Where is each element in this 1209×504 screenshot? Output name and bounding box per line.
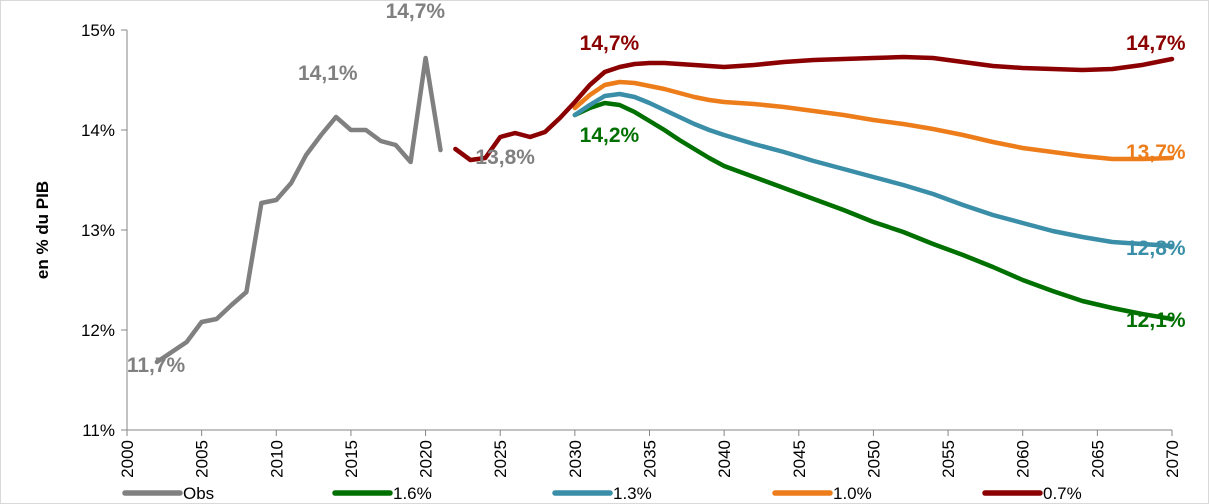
x-tick-label: 2045	[790, 440, 809, 478]
x-tick-label: 2005	[193, 440, 212, 478]
x-tick-label: 2060	[1014, 440, 1033, 478]
series-line	[572, 100, 1175, 322]
series-line	[453, 54, 1175, 163]
data-label: 12,1%	[1126, 309, 1186, 332]
x-tick-label: 2035	[641, 440, 660, 478]
legend: Obs 1.6% 1.3% 1.0% 0.7%	[122, 484, 1082, 503]
y-tick-label: 12%	[81, 321, 115, 340]
legend-label: Obs	[183, 484, 214, 503]
data-label: 13,7%	[1126, 141, 1186, 164]
x-tick-label: 2000	[118, 440, 137, 478]
series-line	[572, 79, 1175, 162]
y-tick-label: 14%	[81, 121, 115, 140]
x-tick-label: 2010	[267, 440, 286, 478]
data-label: 12,8%	[1126, 237, 1186, 260]
y-tick-label: 13%	[81, 221, 115, 240]
y-axis-title: en % du PIB	[33, 181, 52, 279]
legend-label: 1.6%	[393, 484, 432, 503]
data-label: 14,7%	[386, 0, 446, 23]
x-tick-label: 2040	[715, 440, 734, 478]
x-tick-label: 2055	[939, 440, 958, 478]
legend-label: 0.7%	[1043, 484, 1082, 503]
data-labels: 11,7% 14,1% 14,7% 13,8% 14,7% 14,2% 14,7% 13,7%…	[127, 0, 1186, 377]
y-tick-label: 15%	[81, 21, 115, 40]
data-label: 14,2%	[580, 124, 640, 147]
axes: 11% 12% 13% 14% 15% 2000 2005 2010 2015 2020 2025 2…	[33, 21, 1182, 478]
y-tick-label: 11%	[82, 421, 115, 440]
x-tick-label: 2050	[864, 440, 883, 478]
x-tick-label: 2070	[1163, 440, 1182, 478]
data-label: 14,1%	[298, 62, 358, 85]
data-label: 14,7%	[580, 32, 640, 55]
data-label: 14,7%	[1126, 32, 1186, 55]
legend-label: 1.0%	[833, 484, 872, 503]
legend-label: 1.3%	[613, 484, 652, 503]
x-tick-label: 2030	[566, 440, 585, 478]
data-label: 13,8%	[475, 146, 535, 169]
x-tick-label: 2065	[1088, 440, 1107, 478]
x-tick-label: 2015	[342, 440, 361, 478]
x-tick-label: 2020	[417, 440, 436, 478]
x-tick-label: 2025	[491, 440, 510, 478]
series-line	[572, 91, 1175, 249]
series-group	[154, 54, 1175, 365]
data-label: 11,7%	[127, 354, 186, 377]
series-line	[154, 55, 443, 365]
